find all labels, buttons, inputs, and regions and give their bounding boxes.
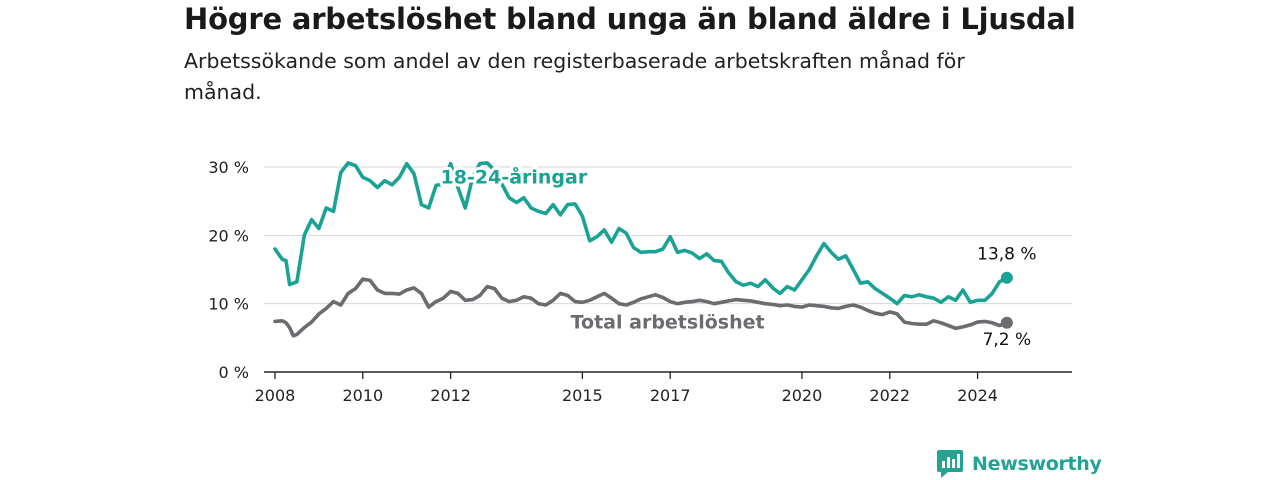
series-name-youth: 18-24-åringar [441, 165, 588, 189]
series-end-value-total: 7,2 % [983, 330, 1032, 350]
series-line-total [273, 277, 1009, 338]
y-tick-label: 0 % [219, 363, 249, 382]
x-tick-label: 2024 [957, 386, 998, 405]
grid-lines [264, 166, 1072, 305]
y-tick-label: 10 % [208, 295, 249, 314]
x-tick-label: 2020 [782, 386, 823, 405]
x-tick-label: 2022 [869, 386, 910, 405]
series-name-total: Total arbetslöshet [571, 311, 765, 333]
x-tick-label: 2012 [430, 386, 471, 405]
series-labels: 13,8 % 18-24-åringar 7,2 % Total arbetslösh… [438, 162, 1037, 350]
series-line-youth [273, 161, 1009, 306]
series-end-marker-youth [1000, 271, 1013, 284]
x-axis: 2008 2010 2012 2015 2017 2020 2022 2024 [255, 372, 998, 405]
chart-title: Högre arbetslöshet bland unga än bland ä… [184, 2, 1076, 36]
y-axis: 0 % 10 % 20 % 30 % [208, 158, 249, 382]
series-end-marker-total [1000, 316, 1013, 329]
chart-subtitle: Arbetssökande som andel av den registerb… [184, 49, 965, 104]
newsworthy-logo-icon [937, 450, 963, 478]
y-tick-label: 20 % [208, 226, 249, 245]
x-tick-label: 2008 [255, 386, 296, 405]
series-end-value-youth: 13,8 % [977, 245, 1036, 265]
newsworthy-logo: Newsworthy [936, 449, 1102, 479]
x-tick-label: 2010 [342, 386, 383, 405]
brand-name: Newsworthy [972, 453, 1102, 475]
x-tick-label: 2017 [650, 386, 691, 405]
y-tick-label: 30 % [208, 158, 249, 177]
series-lines [273, 161, 1013, 338]
x-tick-label: 2015 [562, 386, 603, 405]
